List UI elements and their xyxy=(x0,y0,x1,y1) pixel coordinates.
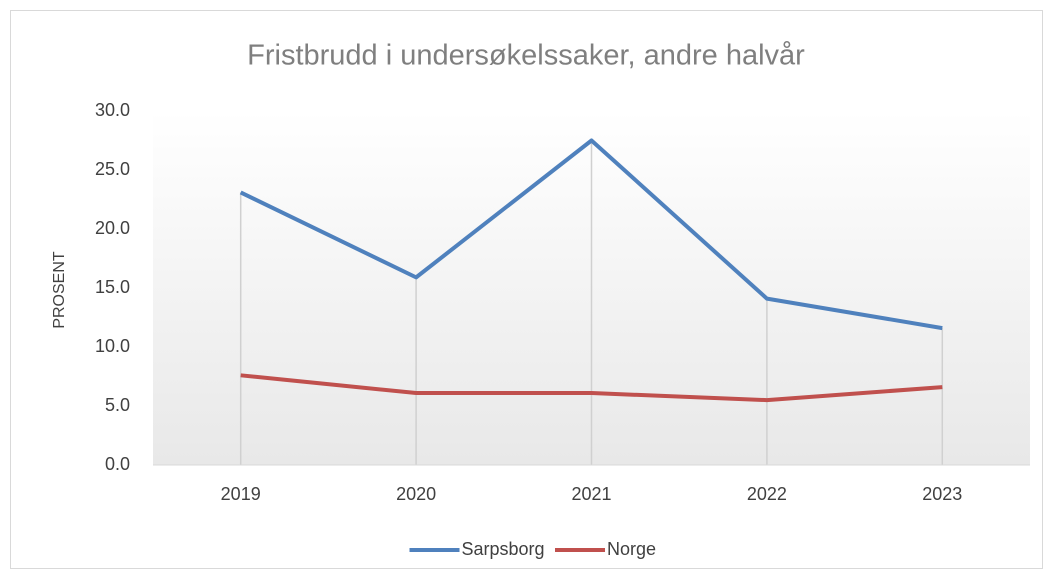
y-tick-label: 0.0 xyxy=(105,454,130,474)
series-line xyxy=(240,373,943,403)
x-tick-label: 2019 xyxy=(221,484,261,504)
legend-label: Norge xyxy=(607,539,656,559)
y-tick-label: 25.0 xyxy=(95,159,130,179)
x-tick-label: 2020 xyxy=(396,484,436,504)
chart-title: Fristbrudd i undersøkelssaker, andre hal… xyxy=(247,40,805,72)
y-tick-label: 30.0 xyxy=(95,100,130,120)
y-axis-label: PROSENT xyxy=(51,251,68,329)
y-tick-label: 15.0 xyxy=(95,277,130,297)
y-tick-label: 20.0 xyxy=(95,218,130,238)
x-tick-label: 2023 xyxy=(922,484,962,504)
y-tick-label: 10.0 xyxy=(95,336,130,356)
x-tick-label: 2021 xyxy=(571,484,611,504)
x-tick-label: 2022 xyxy=(747,484,787,504)
legend-label: Sarpsborg xyxy=(462,539,545,559)
y-tick-label: 5.0 xyxy=(105,395,130,415)
series-line xyxy=(239,138,943,331)
